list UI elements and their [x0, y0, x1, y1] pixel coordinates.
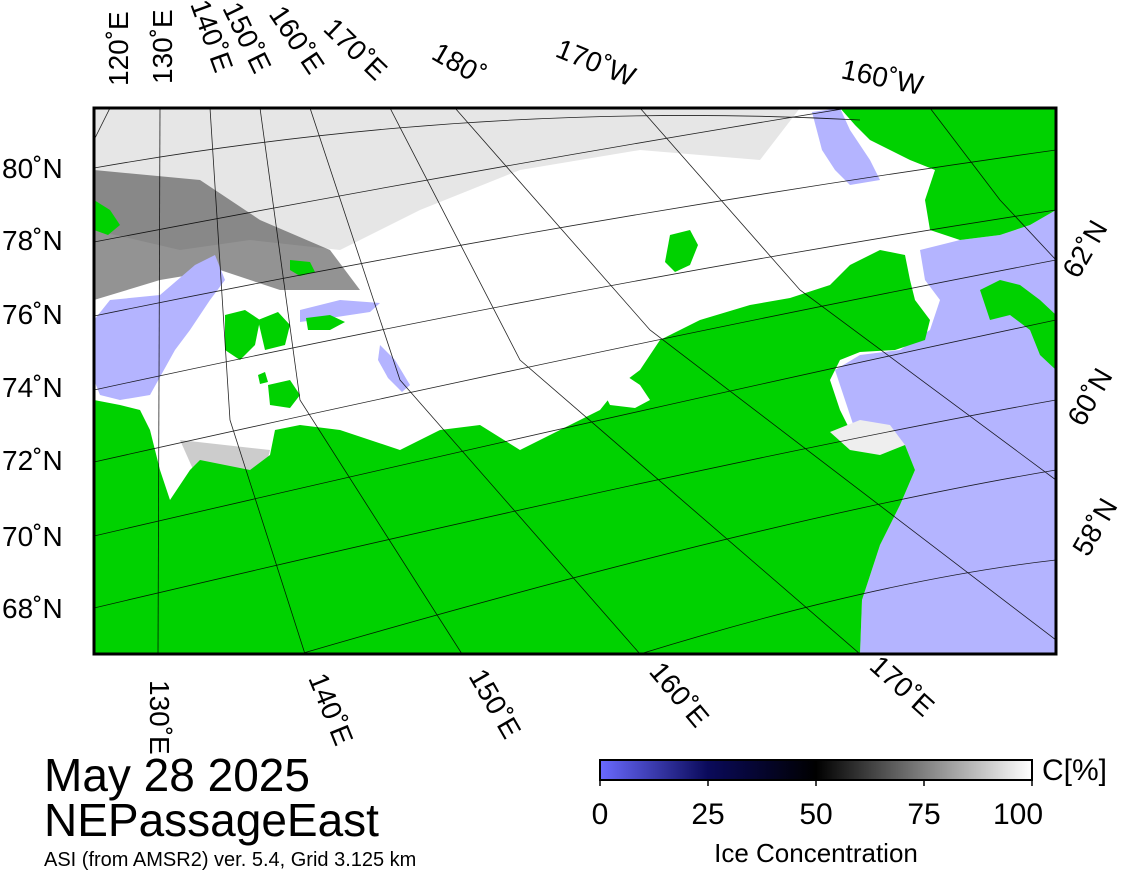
lat-labels-right: 62˚N 60˚N 58˚N [1056, 215, 1123, 561]
lat-label-60n: 60˚N [1061, 363, 1118, 431]
lon-label-bottom-150e: 150˚E [463, 664, 527, 744]
lat-label-76n: 76˚N [2, 299, 63, 330]
lon-label-top-170w: 170˚W [552, 33, 641, 93]
land-alaska [840, 108, 1056, 240]
ice-chukotka-coast [600, 375, 650, 408]
lon-label-bottom-140e: 140˚E [302, 669, 359, 750]
colorbar-label: Ice Concentration [714, 838, 918, 868]
land-alaska-peninsula [980, 280, 1056, 370]
lat-labels-left: 80˚N 78˚N 76˚N 74˚N 72˚N 70˚N 68˚N [2, 153, 63, 624]
open-water-chukchi-north [812, 108, 880, 185]
lat-label-78n: 78˚N [2, 225, 63, 256]
lat-label-62n: 62˚N [1056, 215, 1113, 283]
colorbar-tick-0: 0 [591, 798, 609, 831]
land-severnaya-zemlya [94, 200, 120, 235]
land-island-2 [258, 312, 290, 350]
lon-label-top-160e: 160˚E [263, 0, 330, 79]
open-water-ribbon-2 [378, 345, 410, 392]
land-island-3 [306, 315, 345, 330]
ice-concentration-texture [94, 108, 800, 250]
lon-label-top-160w: 160˚W [839, 54, 927, 102]
lat-label-72n: 72˚N [2, 445, 63, 476]
colorbar-tick-50: 50 [799, 798, 833, 831]
land-island-5 [258, 372, 268, 384]
lon-label-top-180: 180˚ [427, 36, 491, 91]
title-region: NEPassageEast [44, 794, 379, 846]
colorbar-tick-25: 25 [691, 798, 725, 831]
lat-label-80n: 80˚N [2, 153, 63, 184]
colorbar-ticks [599, 780, 1033, 786]
colorbar-tick-100: 100 [992, 798, 1044, 831]
title-date: May 28 2025 [44, 749, 310, 801]
map-area [94, 108, 1056, 654]
lat-label-58n: 58˚N [1066, 493, 1123, 561]
lon-label-top-170e: 170˚E [318, 12, 393, 86]
land-siberia [94, 250, 930, 654]
colorbar-tick-75: 75 [907, 798, 941, 831]
lat-label-70n: 70˚N [2, 521, 63, 552]
lon-label-top-120e: 120˚E [103, 11, 134, 86]
lat-label-74n: 74˚N [2, 372, 63, 403]
lon-label-top-130e: 130˚E [147, 9, 178, 84]
lon-labels-top: 120˚E 130˚E 140˚E 150˚E 160˚E 170˚E 180˚… [103, 0, 926, 101]
lon-label-bottom-170e: 170˚E [864, 649, 940, 722]
lat-label-68n: 68˚N [2, 593, 63, 624]
land-island-6 [290, 260, 315, 276]
lon-label-bottom-130e: 130˚E [144, 680, 175, 755]
map-frame [92, 106, 1058, 656]
ice-anadyr [830, 420, 905, 455]
land-wrangel-island [665, 230, 698, 272]
colorbar-bar [599, 759, 1033, 781]
graticule [94, 108, 1056, 654]
open-water-bering [835, 210, 1056, 654]
land-island-4 [268, 380, 300, 408]
lon-labels-bottom: 130˚E 140˚E 150˚E 160˚E 170˚E [144, 649, 940, 754]
colorbar-title: C[%] [1042, 754, 1108, 787]
land-new-siberian-islands [225, 310, 260, 360]
lon-label-bottom-160e: 160˚E [643, 656, 715, 733]
title-source: ASI (from AMSR2) ver. 5.4, Grid 3.125 km [44, 849, 417, 871]
